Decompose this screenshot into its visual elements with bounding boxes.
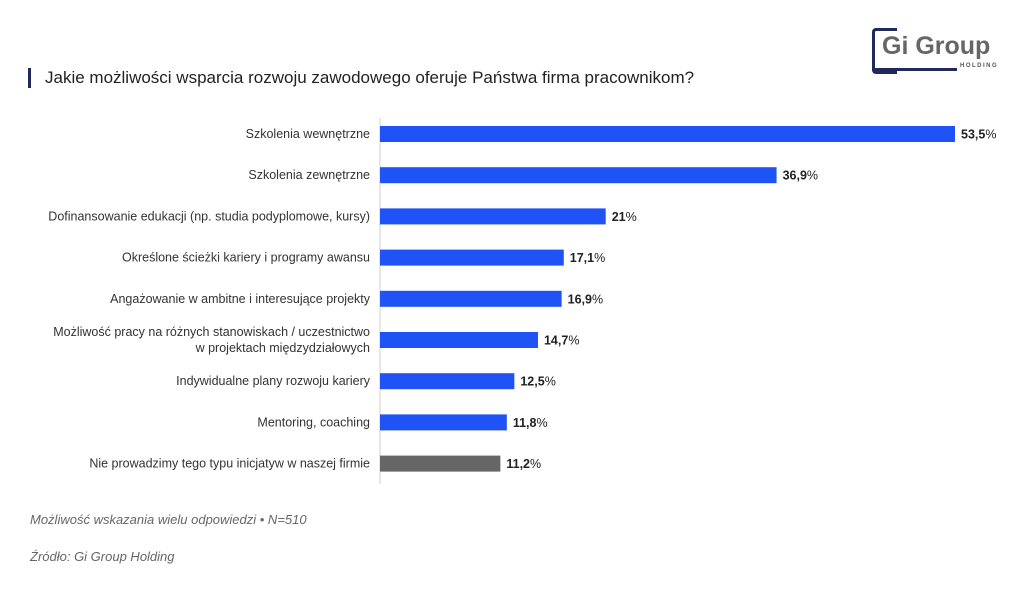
bar — [380, 455, 501, 472]
gi-group-logo: Gi Group HOLDING — [872, 28, 1002, 74]
category-label: Określone ścieżki kariery i programy awa… — [122, 251, 370, 265]
category-label: Angażowanie w ambitne i interesujące pro… — [110, 292, 371, 306]
bar — [380, 249, 564, 266]
chart-title: Jakie możliwości wsparcia rozwoju zawodo… — [28, 68, 694, 88]
category-label: w projektach międzydziałowych — [195, 341, 370, 355]
category-label: Szkolenia wewnętrzne — [246, 127, 370, 141]
data-label: 14,7% — [544, 334, 579, 348]
category-label: Mentoring, coaching — [257, 415, 370, 429]
data-label: 21% — [612, 210, 637, 224]
bar — [380, 332, 538, 348]
chart-note: Możliwość wskazania wielu odpowiedzi • N… — [30, 512, 307, 527]
bar — [380, 290, 562, 307]
bar — [380, 208, 606, 225]
data-label: 53,5% — [961, 128, 996, 142]
category-label: Dofinansowanie edukacji (np. studia pody… — [48, 209, 370, 223]
data-label: 11,2% — [506, 457, 541, 471]
data-label: 36,9% — [783, 169, 818, 183]
chart-source: Źródło: Gi Group Holding — [30, 549, 175, 564]
data-label: 16,9% — [568, 292, 603, 306]
data-label: 17,1% — [570, 251, 605, 265]
category-label: Nie prowadzimy tego typu inicjatyw w nas… — [89, 457, 370, 471]
bar — [380, 373, 515, 390]
category-label: Możliwość pracy na różnych stanowiskach … — [53, 325, 370, 339]
bar — [380, 414, 507, 431]
bar — [380, 167, 777, 184]
category-label: Indywidualne plany rozwoju kariery — [176, 374, 371, 388]
category-label: Szkolenia zewnętrzne — [248, 168, 370, 182]
data-label: 11,8% — [513, 416, 548, 430]
data-label: 12,5% — [520, 375, 555, 389]
bar — [380, 126, 955, 142]
